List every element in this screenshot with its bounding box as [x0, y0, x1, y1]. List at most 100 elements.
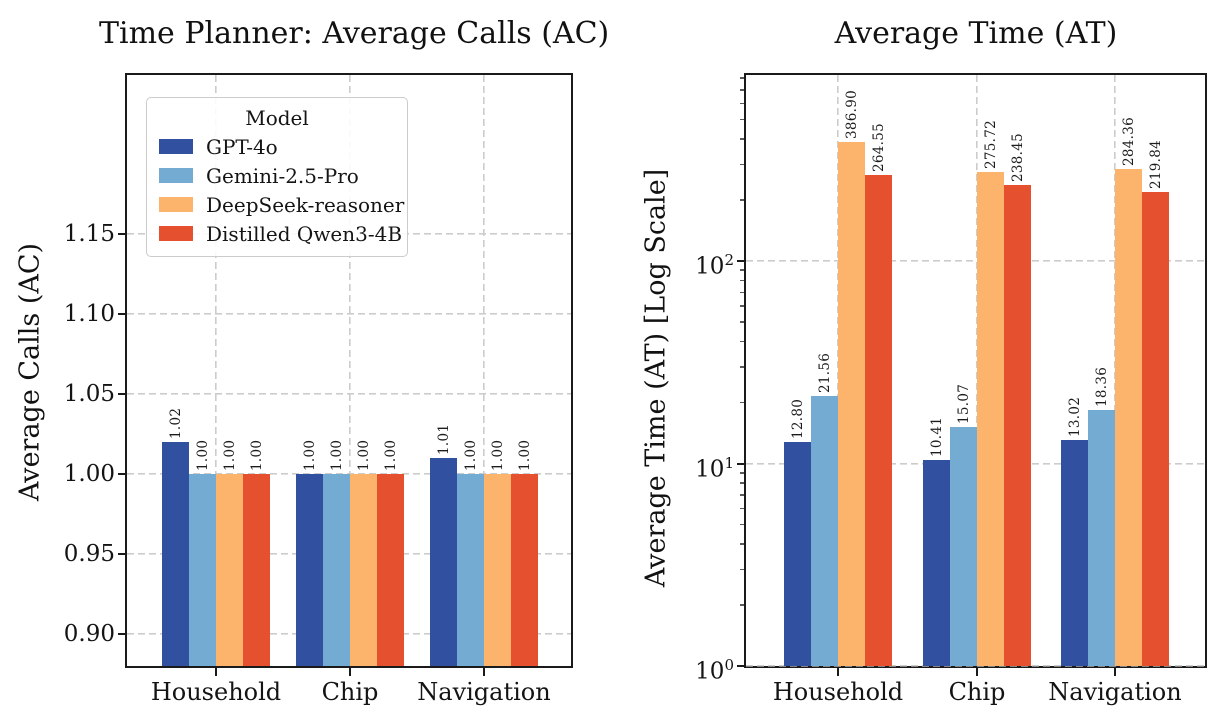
y-tick-label: 0.95: [63, 541, 115, 567]
legend-item-label: GPT-4o: [206, 134, 278, 159]
bar-value-label: 1.02: [167, 407, 184, 439]
y-minor-tick-mark: [740, 401, 744, 404]
y-minor-tick-mark: [740, 291, 744, 294]
chart-title-average-time: Average Time (AT): [834, 16, 1118, 51]
bar-gpt-4o: [430, 458, 457, 666]
y-axis-label-average-time: Average Time (AT) [Log Scale]: [640, 168, 672, 588]
legend-swatch: [159, 197, 193, 212]
y-minor-tick-mark: [740, 321, 744, 323]
y-tick-label: 100: [695, 656, 734, 685]
x-tick-label-navigation: Navigation: [1048, 678, 1182, 706]
grid-line-h: [746, 665, 1205, 668]
y-tick-label: 1.05: [63, 381, 115, 407]
y-axis-label-average-calls: Average Calls (AC): [14, 242, 46, 502]
bar-value-label: 219.84: [1147, 139, 1164, 189]
bar-gpt-4o: [296, 474, 323, 666]
x-tick-label-chip: Chip: [321, 678, 379, 706]
y-tick-mark: [737, 665, 744, 667]
bar-value-label: 1.01: [435, 423, 452, 455]
grid-line-v: [483, 75, 486, 666]
x-tick-mark: [837, 668, 839, 676]
y-tick-mark: [737, 260, 744, 262]
bar-value-label: 10.41: [928, 416, 945, 457]
y-minor-tick-mark: [740, 305, 744, 307]
y-minor-tick-mark: [740, 568, 744, 571]
y-minor-tick-mark: [740, 279, 744, 282]
bar-distilled-qwen3-4b: [1142, 191, 1169, 666]
bar-value-label: 1.00: [355, 439, 372, 471]
grid-line-v: [349, 75, 352, 666]
bar-value-label: 1.00: [489, 439, 506, 471]
bar-value-label: 1.00: [194, 439, 211, 471]
x-tick-label-chip: Chip: [948, 678, 1006, 706]
y-tick-label: 1.10: [63, 301, 115, 327]
bar-value-label: 1.00: [221, 439, 238, 471]
bar-gpt-4o: [923, 459, 950, 666]
bar-value-label: 1.00: [328, 439, 345, 471]
bar-deepseek-reasoner: [1115, 169, 1142, 666]
bar-gemini-2-5-pro: [811, 395, 838, 666]
y-minor-tick-mark: [740, 471, 744, 474]
x-tick-label-household: Household: [772, 678, 904, 706]
legend-item-gpt-4o: GPT-4o: [159, 132, 395, 161]
y-minor-tick-mark: [740, 163, 744, 166]
legend-title: Model: [245, 106, 309, 130]
y-minor-tick-mark: [740, 89, 744, 91]
y-minor-tick-mark: [740, 366, 744, 368]
y-minor-tick-mark: [740, 523, 744, 526]
bar-gemini-2-5-pro: [457, 474, 484, 666]
y-minor-tick-mark: [740, 340, 744, 343]
y-tick-mark: [118, 393, 125, 395]
legend-item-label: Gemini-2.5-Pro: [206, 163, 359, 188]
bar-gemini-2-5-pro: [950, 427, 977, 666]
bar-value-label: 1.00: [248, 439, 265, 471]
bar-deepseek-reasoner: [838, 142, 865, 666]
grid-line-h: [127, 393, 571, 396]
y-minor-tick-mark: [740, 102, 744, 105]
legend-swatch: [159, 168, 193, 183]
bar-value-label: 12.80: [789, 398, 806, 439]
y-minor-tick-mark: [740, 199, 744, 201]
y-minor-tick-mark: [740, 269, 744, 272]
y-minor-tick-mark: [740, 543, 744, 545]
y-tick-mark: [118, 313, 125, 315]
y-minor-tick-mark: [740, 138, 744, 140]
bar-value-label: 1.00: [301, 439, 318, 471]
y-tick-mark: [118, 473, 125, 475]
x-tick-label-navigation: Navigation: [417, 678, 551, 706]
y-tick-label: 1.00: [63, 461, 115, 487]
bar-deepseek-reasoner: [350, 474, 377, 666]
bar-distilled-qwen3-4b: [1004, 184, 1031, 666]
legend: Model GPT-4o Gemini-2.5-Pro DeepSeek-reason…: [146, 97, 408, 257]
legend-swatch: [159, 226, 193, 241]
bar-distilled-qwen3-4b: [377, 474, 404, 666]
bar-gemini-2-5-pro: [189, 474, 216, 666]
bar-value-label: 1.00: [516, 439, 533, 471]
x-tick-mark: [483, 668, 485, 676]
y-tick-label: 101: [695, 453, 734, 483]
bar-gpt-4o: [784, 441, 811, 666]
x-tick-mark: [976, 668, 978, 676]
bar-gpt-4o: [162, 442, 189, 666]
bar-value-label: 1.00: [382, 439, 399, 471]
x-tick-label-household: Household: [150, 678, 282, 706]
bar-gpt-4o: [1061, 440, 1088, 666]
y-minor-tick-mark: [740, 77, 744, 79]
legend-item-label: DeepSeek-reasoner: [206, 192, 405, 217]
y-tick-label: 1.15: [63, 221, 115, 247]
bar-deepseek-reasoner: [977, 171, 1004, 666]
bar-value-label: 386.90: [843, 89, 860, 139]
y-minor-tick-mark: [740, 118, 744, 121]
x-tick-mark: [349, 668, 351, 676]
y-tick-mark: [118, 633, 125, 635]
y-minor-tick-mark: [740, 507, 744, 510]
bar-value-label: 284.36: [1120, 117, 1137, 167]
grid-line-h: [746, 260, 1205, 263]
plot-area-average-time: 100 101 102 Household Chip Navigation 12.80 10.…: [695, 73, 1207, 706]
bar-distilled-qwen3-4b: [865, 175, 892, 666]
grid-line-h: [127, 313, 571, 316]
legend-item-distilled-qwen3-4b: Distilled Qwen3-4B: [159, 219, 402, 248]
bar-gemini-2-5-pro: [1088, 410, 1115, 666]
bar-value-label: 275.72: [982, 119, 999, 169]
